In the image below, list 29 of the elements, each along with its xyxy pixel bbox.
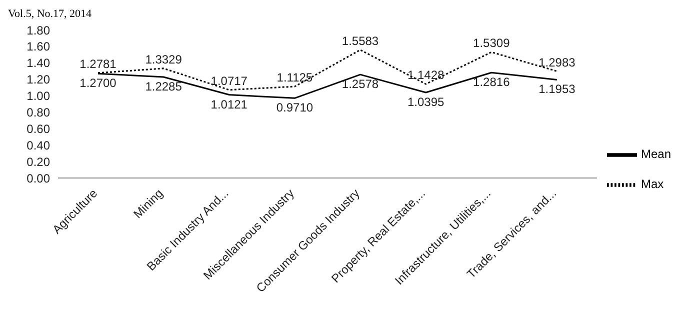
data-label: 1.2578 <box>342 77 379 92</box>
y-tick-label: 1.00 <box>26 89 50 104</box>
data-label: 1.2285 <box>145 80 182 94</box>
legend-label: Mean <box>640 147 671 162</box>
data-label: 1.1428 <box>407 68 445 82</box>
data-label: 1.1125 <box>276 70 313 85</box>
data-label: 1.2816 <box>473 75 510 90</box>
data-label: 1.3329 <box>145 52 182 66</box>
data-label: 1.5583 <box>342 34 379 48</box>
data-label: 1.5309 <box>473 36 510 50</box>
y-tick-label: 0.80 <box>26 105 50 120</box>
y-tick-label: 1.40 <box>26 56 50 70</box>
y-tick-label: 1.60 <box>26 40 50 54</box>
y-tick-label: 1.20 <box>26 72 50 87</box>
data-label: 1.0121 <box>210 97 248 112</box>
y-tick-label: 0.60 <box>26 122 50 136</box>
data-label: 1.2781 <box>80 56 117 71</box>
data-label: 1.2983 <box>538 55 576 70</box>
y-tick-label: 0.20 <box>26 154 50 169</box>
data-label: 1.0717 <box>210 74 248 88</box>
data-label: 1.2700 <box>80 76 117 90</box>
y-tick-label: 0.40 <box>26 138 50 152</box>
text: Vol.5, No.17, 2014 <box>8 8 93 22</box>
data-label: 1.1953 <box>538 82 576 96</box>
y-tick-label: 0.00 <box>26 171 50 186</box>
legend-label: Max <box>640 177 664 192</box>
data-label: 0.9710 <box>276 100 314 115</box>
y-tick-label: 1.80 <box>26 23 50 38</box>
data-label: 1.0395 <box>407 95 445 110</box>
